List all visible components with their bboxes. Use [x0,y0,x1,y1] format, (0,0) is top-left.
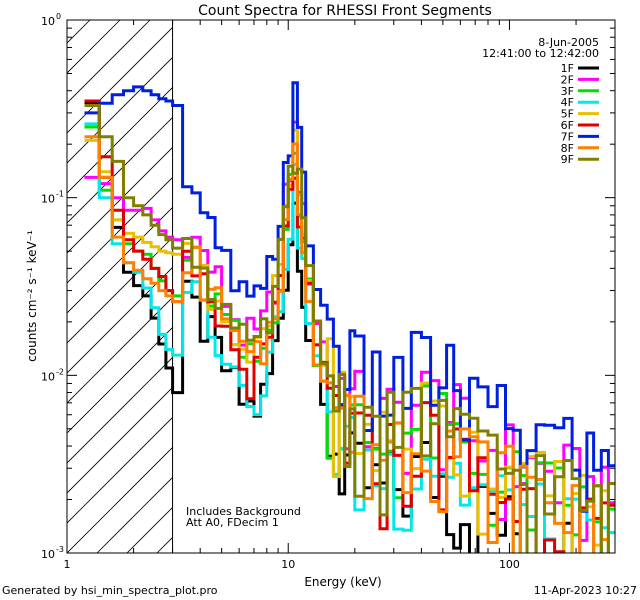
chart-title: Count Spectra for RHESSI Front Segments [198,3,492,19]
y-tick-label: 10 [41,15,55,28]
hatch-line [67,26,173,134]
legend-label-6f: 6F [561,119,574,132]
hatch-line [67,20,121,74]
hatch-line [67,416,173,524]
y-axis-label: counts cm⁻² s⁻¹ keV⁻¹ [25,230,39,362]
legend-label-1f: 1F [561,62,574,75]
legend-label-2f: 2F [561,73,574,86]
x-tick-label: 100 [499,558,520,571]
series-line-9f [84,104,615,553]
hatch-line [67,20,151,104]
legend-label-9f: 9F [561,153,574,166]
y-tick-label: 10 [41,193,55,206]
x-tick-label: 10 [281,558,295,571]
y-tick-label: 10 [41,370,55,383]
hatch-line [67,236,173,344]
y-tick-label: 10 [41,548,55,561]
hatch-line [67,56,173,164]
hatch-line [67,386,173,494]
plot-frame [66,19,616,554]
footer-generator: Generated by hsi_min_spectra_plot.pro [2,584,218,597]
hatch-line [217,20,640,553]
y-tick-exponent: -3 [56,545,64,554]
series-group [84,81,615,553]
x-tick-labels: 1 10 100 [64,558,520,571]
y-tick-exponent: -2 [56,367,64,376]
legend-label-4f: 4F [561,96,574,109]
x-tick-label: 1 [64,558,71,571]
annotation-attenuator: Att A0, FDecim 1 [186,516,279,529]
hatch-line [67,266,173,374]
series-line-8f [84,135,610,553]
axis-ticks [66,19,616,554]
hatch-line [67,20,91,44]
legend-label-7f: 7F [561,130,574,143]
legend-time-range: 12:41:00 to 12:42:00 [482,47,599,60]
legend-label-3f: 3F [561,85,574,98]
legend-label-5f: 5F [561,108,574,121]
y-tick-exponent: -1 [56,190,64,199]
footer-timestamp: 11-Apr-2023 10:27 [534,584,637,597]
hatch-line [67,446,173,553]
hatch-line [67,206,173,314]
legend-date: 8-Jun-2005 [538,36,599,49]
legend-label-8f: 8F [561,142,574,155]
y-tick-exponent: 0 [56,12,61,21]
hatch-line [67,86,173,194]
shaded-region-hatch [67,20,640,553]
x-axis-label: Energy (keV) [304,575,381,589]
annotation-background: Includes Background [186,505,301,518]
